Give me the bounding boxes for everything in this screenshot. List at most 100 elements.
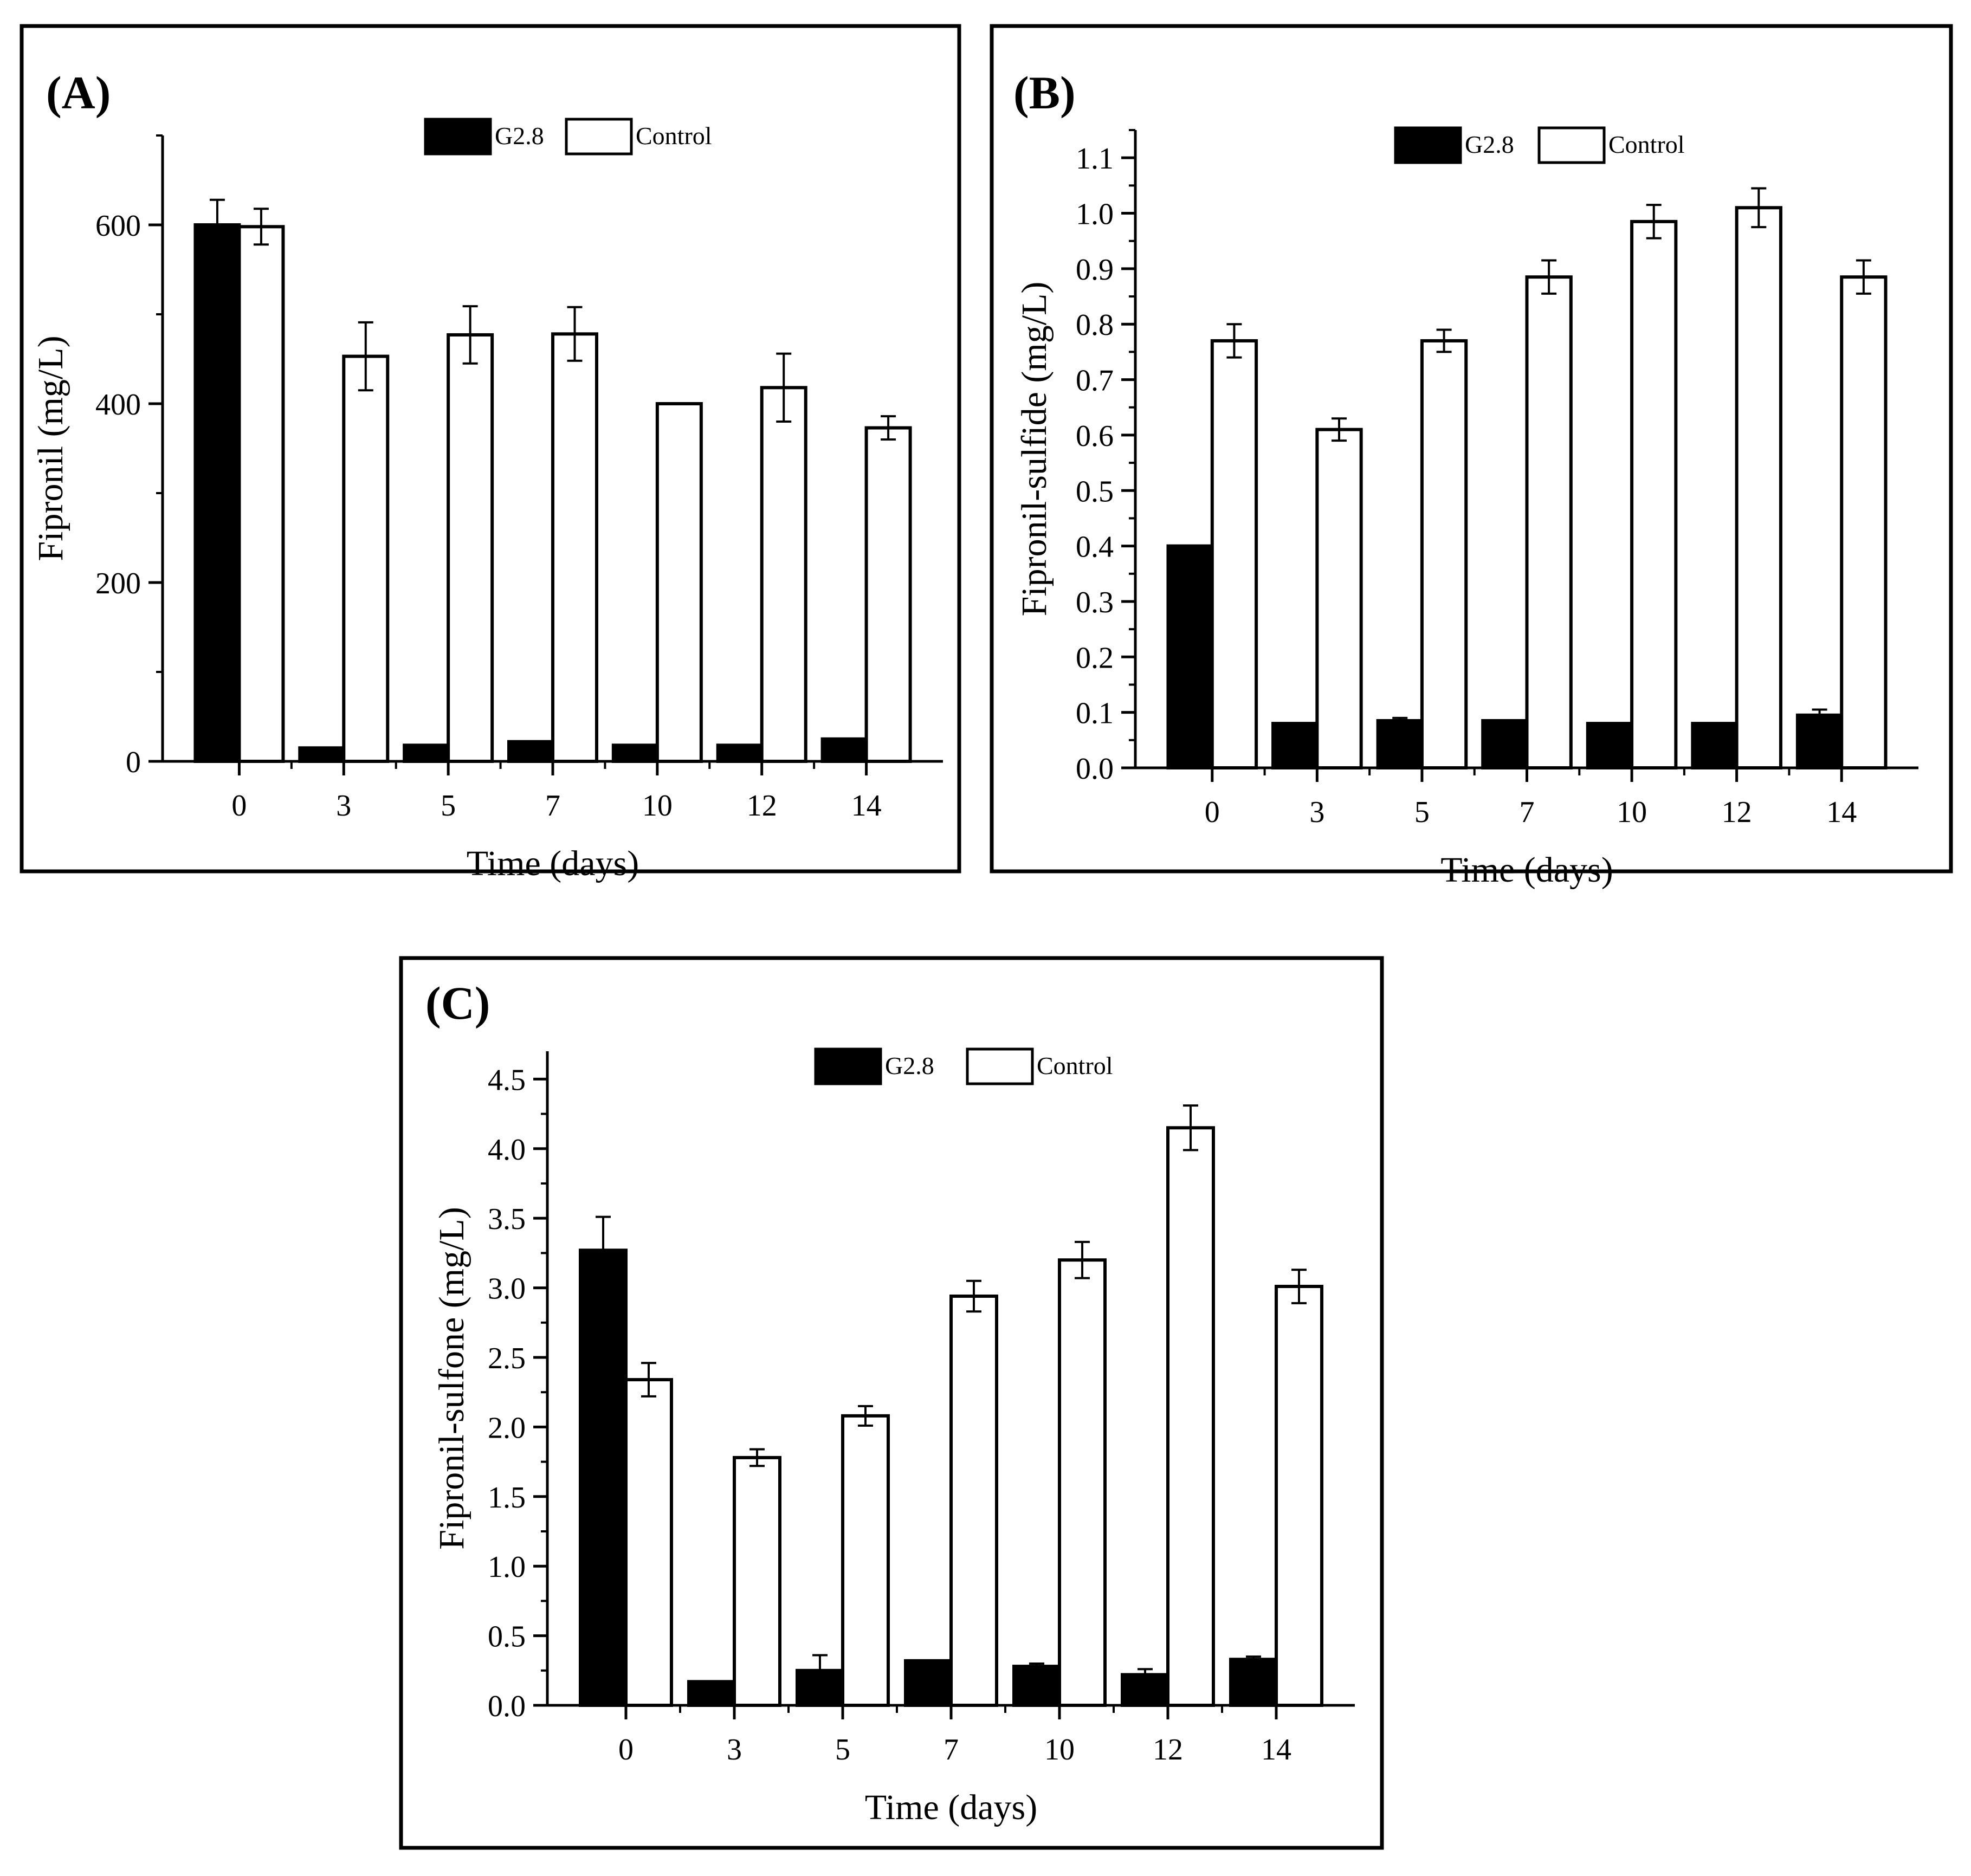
x-tick-label: 12 bbox=[747, 789, 777, 823]
legend-swatch-control bbox=[565, 118, 633, 156]
bar-control-day-10 bbox=[655, 402, 703, 763]
legend-label-g28: G2.8 bbox=[495, 122, 544, 150]
y-tick-label: 0 bbox=[126, 746, 141, 779]
x-tick-label: 10 bbox=[1044, 1733, 1075, 1767]
bar-control-day-5 bbox=[447, 333, 494, 763]
y-axis-label: Fipronil-sulfone (mg/L) bbox=[432, 1207, 471, 1549]
legend: G2.8 Control bbox=[1394, 126, 1685, 164]
y-tick-label: 0.5 bbox=[1076, 475, 1114, 508]
bar-control-day-7 bbox=[949, 1294, 998, 1707]
panel-a: (A) 0 200 400 600 0 3 5 7 10 12 14 Time (days) Fipron… bbox=[20, 24, 961, 883]
legend-swatch-control bbox=[1537, 126, 1606, 164]
bar-g28-day-7 bbox=[1481, 719, 1529, 770]
bar-g28-day-0 bbox=[193, 223, 241, 763]
bar-control-day-3 bbox=[1315, 428, 1363, 769]
bar-control-day-5 bbox=[841, 1414, 890, 1707]
bar-g28-day-12 bbox=[1691, 722, 1739, 769]
y-tick-label: 0.0 bbox=[488, 1690, 526, 1723]
y-tick-label: 0.2 bbox=[1076, 641, 1114, 675]
y-tick-label: 0.9 bbox=[1076, 253, 1114, 287]
y-tick-label: 4.0 bbox=[488, 1133, 526, 1167]
bar-g28-day-7 bbox=[904, 1659, 953, 1707]
bar-g28-day-10 bbox=[611, 743, 659, 764]
y-tick-label: 0.1 bbox=[1076, 697, 1114, 730]
x-tick-label: 12 bbox=[1722, 795, 1752, 829]
panel-label: (A) bbox=[46, 67, 111, 119]
y-tick-label: 3.5 bbox=[488, 1202, 526, 1236]
panel-c: (C) 0.0 0.5 1.0 1.5 2.0 2.5 3.0 3.5 4.0 4.5 0 3 5 7 10 1… bbox=[399, 956, 1384, 1850]
legend-swatch-g28 bbox=[814, 1047, 882, 1085]
x-tick-label: 7 bbox=[545, 789, 560, 823]
y-tick-label: 0.8 bbox=[1076, 308, 1114, 342]
y-tick-label: 1.1 bbox=[1076, 142, 1114, 176]
legend-swatch-g28 bbox=[424, 118, 492, 156]
x-tick-label: 10 bbox=[1617, 795, 1647, 829]
bar-control-day-7 bbox=[1525, 275, 1573, 769]
legend-swatch-g28 bbox=[1394, 126, 1462, 164]
panel-frame bbox=[399, 956, 1384, 1850]
bar-g28-day-3 bbox=[1271, 722, 1319, 769]
x-axis-label: Time (days) bbox=[865, 1788, 1037, 1827]
panel-frame bbox=[20, 24, 961, 874]
x-tick-label: 5 bbox=[441, 789, 456, 823]
panel-frame bbox=[990, 24, 1953, 874]
y-tick-label: 0.0 bbox=[1076, 752, 1114, 786]
bar-control-day-12 bbox=[1735, 206, 1782, 769]
panel-label: (C) bbox=[425, 977, 490, 1029]
x-tick-label: 10 bbox=[642, 789, 673, 823]
legend-swatch-control bbox=[966, 1047, 1034, 1085]
bar-g28-day-10 bbox=[1586, 722, 1634, 769]
x-tick-label: 14 bbox=[1261, 1733, 1291, 1767]
y-tick-label: 0.3 bbox=[1076, 586, 1114, 619]
bar-g28-day-14 bbox=[1229, 1658, 1278, 1707]
bar-g28-day-5 bbox=[1376, 719, 1424, 770]
bar-g28-day-14 bbox=[820, 737, 868, 763]
x-tick-label: 14 bbox=[1826, 795, 1857, 829]
x-tick-label: 7 bbox=[1520, 795, 1535, 829]
x-tick-label: 14 bbox=[851, 789, 882, 823]
bar-control-day-14 bbox=[1840, 275, 1888, 769]
y-tick-label: 0.4 bbox=[1076, 531, 1114, 564]
y-tick-label: 200 bbox=[95, 567, 141, 600]
legend-label-control: Control bbox=[636, 122, 712, 150]
bar-control-day-0 bbox=[237, 225, 285, 763]
x-axis-label: Time (days) bbox=[467, 844, 639, 883]
bar-g28-day-14 bbox=[1795, 713, 1844, 769]
x-tick-label: 3 bbox=[727, 1733, 742, 1767]
y-tick-label: 400 bbox=[95, 388, 141, 422]
y-tick-label: 0.7 bbox=[1076, 364, 1114, 398]
y-tick-label: 1.0 bbox=[1076, 198, 1114, 231]
bar-control-day-3 bbox=[342, 354, 390, 763]
x-tick-label: 7 bbox=[944, 1733, 959, 1767]
legend: G2.8 Control bbox=[424, 118, 712, 156]
y-tick-label: 0.5 bbox=[488, 1620, 526, 1654]
bar-g28-day-0 bbox=[1166, 544, 1214, 769]
y-tick-label: 2.0 bbox=[488, 1411, 526, 1445]
bar-g28-day-3 bbox=[687, 1680, 736, 1707]
y-tick-label: 3.0 bbox=[488, 1272, 526, 1306]
panel-b: (B) 0.0 0.1 0.2 0.3 0.4 0.5 0.6 0.7 0.8 0.9 1.0 1.1 0… bbox=[990, 24, 1953, 890]
x-tick-label: 0 bbox=[618, 1733, 634, 1767]
bar-g28-day-7 bbox=[507, 740, 554, 763]
x-tick-label: 0 bbox=[1205, 795, 1220, 829]
bar-control-day-3 bbox=[733, 1455, 781, 1707]
legend-label-g28: G2.8 bbox=[1465, 131, 1514, 158]
y-tick-label: 0.6 bbox=[1076, 419, 1114, 453]
panel-label: (B) bbox=[1013, 67, 1076, 119]
bar-control-day-7 bbox=[551, 332, 598, 763]
bar-control-day-14 bbox=[1275, 1285, 1323, 1707]
bar-g28-day-10 bbox=[1012, 1665, 1061, 1707]
x-tick-label: 5 bbox=[835, 1733, 850, 1767]
x-axis-label: Time (days) bbox=[1440, 850, 1613, 890]
bar-control-day-14 bbox=[864, 426, 912, 763]
legend: G2.8 Control bbox=[814, 1047, 1113, 1085]
bar-control-day-12 bbox=[1166, 1126, 1215, 1707]
bar-g28-day-12 bbox=[716, 743, 764, 764]
bar-control-day-0 bbox=[624, 1378, 673, 1707]
bar-g28-day-3 bbox=[298, 746, 346, 763]
bar-control-day-10 bbox=[1058, 1258, 1107, 1707]
x-tick-label: 5 bbox=[1414, 795, 1430, 829]
x-tick-label: 3 bbox=[1309, 795, 1324, 829]
y-tick-label: 2.5 bbox=[488, 1342, 526, 1375]
x-tick-label: 3 bbox=[336, 789, 351, 823]
